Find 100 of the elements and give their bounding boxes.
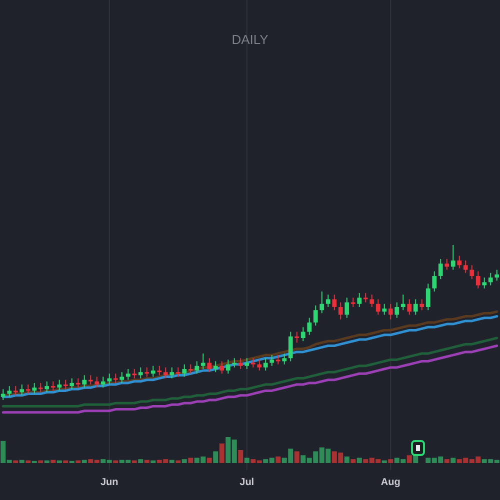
- bar: [26, 460, 31, 463]
- candlestick: [400, 294, 406, 311]
- candlestick: [176, 366, 180, 378]
- candlestick: [170, 366, 174, 379]
- bar: [132, 460, 137, 463]
- bar: [182, 459, 187, 463]
- bar: [13, 460, 18, 463]
- candlestick: [463, 260, 468, 274]
- candlestick: [363, 292, 368, 303]
- candlestick: [220, 360, 224, 374]
- candlestick: [150, 365, 156, 378]
- bar: [82, 460, 87, 463]
- candlestick: [213, 360, 218, 373]
- candlestick: [457, 255, 462, 269]
- candlestick: [344, 297, 350, 318]
- candlestick: [157, 365, 162, 376]
- candlestick: [144, 366, 150, 378]
- bar: [388, 459, 394, 463]
- bar: [219, 444, 224, 463]
- candlestick: [82, 374, 87, 388]
- bar: [188, 458, 194, 463]
- candlestick: [300, 326, 306, 342]
- candlestick: [163, 366, 168, 379]
- candlestick: [470, 264, 474, 280]
- candlestick: [420, 298, 424, 311]
- bar: [444, 459, 450, 463]
- candlestick: [320, 291, 324, 314]
- candlestick: [332, 294, 337, 311]
- candlestick: [288, 331, 293, 362]
- candlestick: [44, 380, 50, 393]
- x-tick-label: Jul: [240, 477, 254, 488]
- candlestick: [107, 373, 112, 385]
- bar: [63, 460, 68, 463]
- candlestick: [476, 270, 480, 289]
- candlestick: [294, 331, 300, 344]
- bar: [76, 460, 81, 463]
- candlestick: [226, 359, 230, 374]
- candlestick: [88, 374, 93, 385]
- candlestick: [13, 386, 18, 396]
- candlestick: [388, 303, 393, 320]
- bar: [38, 460, 44, 463]
- candlestick: [57, 379, 62, 392]
- bar: [244, 458, 250, 463]
- candlestick: [138, 366, 143, 379]
- bar: [150, 460, 156, 463]
- bar: [350, 459, 356, 463]
- x-tick-label: Jun: [100, 477, 118, 488]
- candlestick: [120, 372, 124, 384]
- bar: [176, 460, 181, 463]
- candlestick: [444, 258, 450, 270]
- bar: [213, 451, 218, 463]
- candlestick: [100, 376, 106, 388]
- bar: [206, 458, 212, 463]
- bar: [382, 460, 387, 463]
- candlestick: [326, 294, 330, 308]
- candlestick: [20, 384, 24, 396]
- candlestick: [70, 378, 74, 390]
- candlestick: [494, 269, 500, 282]
- candlestick: [257, 359, 262, 372]
- candlestick: [32, 382, 37, 394]
- bar: [44, 460, 50, 463]
- candlestick: [126, 368, 130, 380]
- candlestick: [338, 302, 343, 320]
- bar: [56, 460, 62, 463]
- x-tick-label: Aug: [380, 477, 400, 488]
- candlestick: [194, 360, 200, 374]
- candlestick: [432, 270, 437, 292]
- candlestick: [263, 358, 268, 372]
- candlestick: [38, 382, 43, 393]
- candlestick: [207, 358, 212, 373]
- candlestick: [370, 294, 374, 308]
- candlestick: [200, 353, 206, 370]
- candlestick: [488, 272, 493, 286]
- candlestick: [276, 354, 280, 365]
- candlestick: [250, 358, 256, 368]
- candlestick: [438, 258, 443, 280]
- bar: [169, 460, 174, 463]
- candlestick: [132, 368, 137, 379]
- candlestick: [426, 283, 430, 311]
- bar: [144, 460, 150, 463]
- candlestick: [350, 297, 356, 308]
- candlestick: [244, 358, 250, 370]
- bar: [138, 459, 144, 463]
- candlestick: [182, 364, 187, 378]
- candlestick: [357, 292, 362, 308]
- candlestick: [26, 384, 30, 394]
- bar: [406, 455, 412, 463]
- candlestick: [407, 298, 412, 316]
- candlestick: [50, 380, 56, 392]
- candlestick: [282, 353, 287, 365]
- bar: [356, 458, 362, 463]
- bar: [450, 458, 456, 463]
- bar: [344, 456, 350, 463]
- candlestick: [63, 379, 68, 390]
- candlestick: [94, 376, 100, 388]
- chart-title: DAILY: [232, 32, 269, 47]
- candlestick: [413, 298, 418, 316]
- candlestick: [238, 358, 243, 370]
- candlestick: [450, 244, 456, 270]
- candlestick: [376, 298, 380, 316]
